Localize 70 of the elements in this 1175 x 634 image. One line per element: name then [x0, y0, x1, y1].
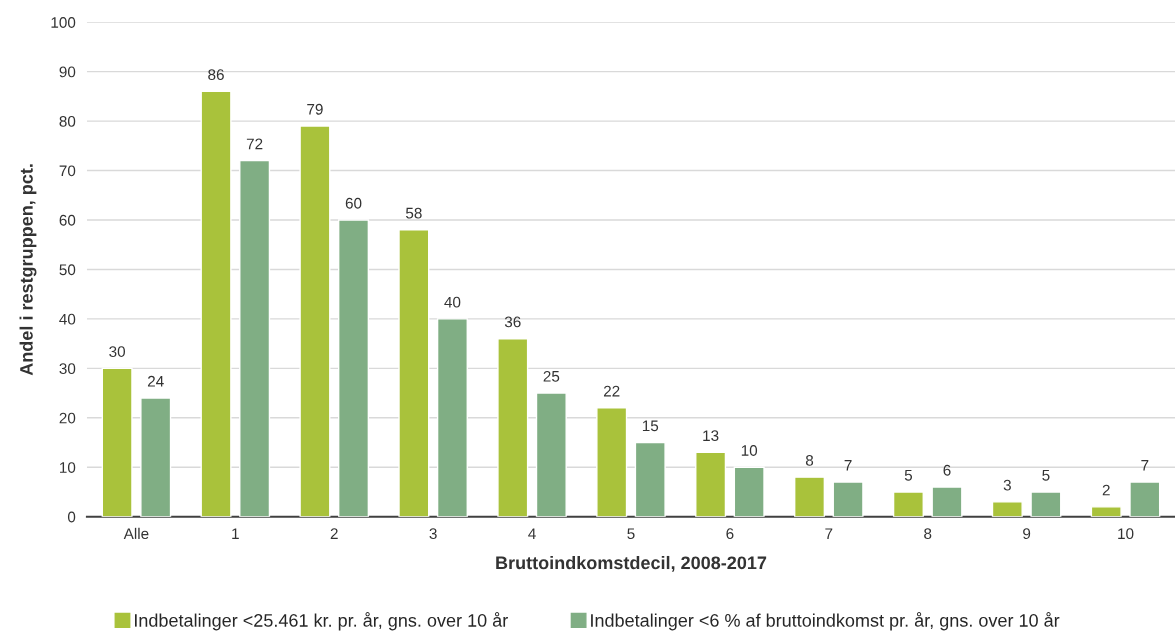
bar [1030, 491, 1062, 517]
x-tick-label: 7 [825, 528, 833, 539]
x-tick-label: 6 [726, 528, 734, 540]
x-tick-label: 4 [528, 528, 536, 539]
x-tick-label: 10 [1118, 528, 1134, 540]
data-label: 25 [543, 370, 560, 382]
data-label: 8 [805, 454, 814, 466]
bar [140, 397, 172, 517]
data-label: 22 [603, 385, 620, 397]
bar [101, 367, 133, 517]
bar [1090, 506, 1122, 517]
x-tick-label: 3 [429, 528, 437, 540]
bar [1129, 481, 1161, 517]
bar [892, 491, 924, 517]
data-label: 30 [109, 346, 126, 357]
bar [634, 441, 666, 517]
x-tick-label: 8 [924, 528, 932, 540]
x-tick-label: Alle [123, 527, 149, 540]
data-label: 86 [208, 69, 224, 81]
data-label: 58 [405, 207, 422, 219]
x-tick-label: 2 [330, 528, 338, 539]
data-label: 40 [444, 296, 461, 308]
bar [200, 90, 232, 517]
data-label: 3 [1003, 479, 1011, 491]
bar [991, 501, 1023, 517]
data-label: 79 [307, 103, 323, 115]
bar [793, 476, 826, 517]
legend-label: Indbetalinger <6 % af bruttoindkomst pr. år, gns. over 10 år [591, 612, 1060, 631]
bar [337, 219, 370, 517]
data-label: 13 [703, 430, 719, 442]
y-tick-label: 0 [67, 511, 76, 523]
data-label: 5 [1042, 469, 1050, 481]
x-tick-label: 1 [232, 528, 239, 539]
x-tick-label: 5 [627, 528, 635, 540]
bar [436, 318, 468, 517]
data-label: 7 [844, 460, 852, 471]
y-tick-label: 70 [59, 165, 76, 177]
bar [596, 407, 628, 517]
y-tick-label: 20 [59, 412, 76, 424]
bar [398, 229, 430, 517]
bar [535, 392, 567, 517]
x-tick-label: 9 [1023, 528, 1031, 540]
y-tick-label: 10 [60, 462, 76, 473]
y-tick-label: 30 [59, 363, 76, 375]
data-label: 6 [943, 464, 951, 476]
data-label: 72 [246, 138, 263, 150]
bar [931, 486, 963, 517]
y-tick-label: 90 [59, 66, 76, 78]
legend-label: Indbetalinger <25.461 kr. pr. år, gns. over 10 år [134, 612, 508, 631]
data-label: 24 [147, 375, 164, 387]
data-label: 15 [642, 420, 659, 432]
bar [299, 125, 331, 517]
x-axis-title: Bruttoindkomstdecil, 2008-2017 [496, 555, 767, 572]
data-label: 7 [1141, 460, 1149, 471]
bar [733, 466, 765, 517]
bar [497, 337, 529, 517]
y-axis-title: Andel i restgruppen, pct. [19, 164, 37, 376]
y-tick-label: 50 [59, 264, 76, 276]
data-label: 60 [345, 197, 362, 209]
y-tick-label: 80 [59, 115, 76, 127]
bar [239, 159, 271, 517]
y-tick-label: 60 [59, 214, 76, 226]
bar [832, 481, 864, 517]
data-label: 5 [904, 469, 913, 481]
bar [695, 451, 727, 517]
data-label: 10 [741, 445, 758, 456]
y-tick-label: 40 [59, 313, 76, 325]
y-tick-label: 100 [51, 17, 76, 28]
data-label: 36 [504, 316, 521, 328]
data-label: 2 [1102, 484, 1110, 496]
